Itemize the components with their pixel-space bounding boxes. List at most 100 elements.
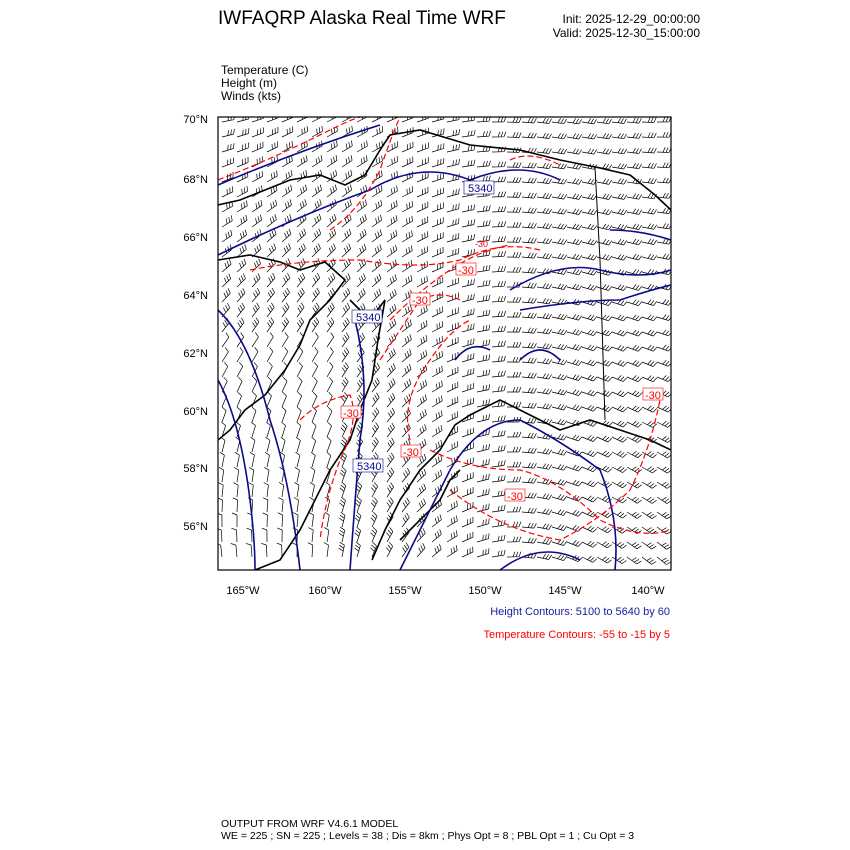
wind-barb xyxy=(386,303,397,318)
wind-barb xyxy=(446,233,460,243)
wind-barb xyxy=(596,193,612,200)
lat-tick: 64°N xyxy=(183,290,208,302)
wind-barb xyxy=(296,347,304,363)
wind-barb xyxy=(266,214,277,228)
wind-barb xyxy=(431,217,444,228)
wind-barb xyxy=(536,253,552,260)
wind-barb xyxy=(611,299,628,307)
wind-barb xyxy=(386,378,396,393)
wind-barb xyxy=(311,347,319,363)
wind-barb xyxy=(340,436,348,453)
wind-barb xyxy=(416,117,429,123)
wind-barb xyxy=(431,499,442,513)
wind-barb xyxy=(656,147,671,153)
wind-barb xyxy=(581,465,598,473)
wind-barb xyxy=(506,252,522,258)
wind-barb xyxy=(386,229,398,243)
wind-barb xyxy=(401,468,411,483)
wind-barb xyxy=(476,339,491,348)
wind-barb xyxy=(446,500,458,513)
wind-barb xyxy=(386,497,394,513)
wind-barb xyxy=(386,452,395,468)
wind-barb xyxy=(507,386,522,393)
wind-barb xyxy=(536,192,552,199)
wind-barb xyxy=(461,338,475,348)
wind-barb xyxy=(416,172,429,183)
wind-barb xyxy=(356,392,364,408)
wind-barb xyxy=(641,268,658,276)
wind-barb xyxy=(249,467,255,483)
wind-barb xyxy=(281,317,289,333)
wind-barb xyxy=(521,132,537,139)
wind-barb xyxy=(476,160,491,168)
wind-barb xyxy=(416,260,428,273)
wind-barb xyxy=(491,131,507,138)
wind-barb xyxy=(476,235,491,243)
wind-barb xyxy=(431,172,445,183)
wind-barb xyxy=(278,497,284,513)
wind-barb xyxy=(386,482,394,498)
wind-barb xyxy=(476,428,490,438)
wind-barb xyxy=(266,170,278,183)
wind-barb xyxy=(551,133,567,140)
wind-barb xyxy=(401,200,413,213)
wind-barb xyxy=(581,208,598,216)
wind-barb xyxy=(596,223,613,231)
wind-barb xyxy=(431,529,442,543)
wind-barb xyxy=(596,390,613,397)
wind-barb xyxy=(581,284,598,291)
wind-barb xyxy=(308,527,314,543)
wind-barb xyxy=(521,267,537,274)
wind-barb xyxy=(641,360,658,367)
field-winds: Winds (kts) xyxy=(221,89,281,103)
wind-barb xyxy=(251,376,258,393)
wind-barb xyxy=(294,467,300,483)
wind-barb xyxy=(566,404,583,412)
wind-barb xyxy=(431,514,442,528)
wind-barb xyxy=(551,163,567,170)
wind-barb xyxy=(536,358,552,365)
temperature-label: -30 xyxy=(458,265,474,277)
wind-barb xyxy=(221,128,235,138)
wind-barb xyxy=(371,392,380,408)
lat-tick: 62°N xyxy=(183,348,208,360)
wind-barb xyxy=(566,268,583,276)
wind-barb xyxy=(248,482,254,498)
wind-barb xyxy=(641,147,657,154)
wind-barb xyxy=(281,376,288,393)
wind-barb xyxy=(262,512,268,528)
wind-barb xyxy=(611,420,628,428)
wind-barb xyxy=(521,342,537,349)
wind-barb xyxy=(401,334,412,348)
height-label: 5340 xyxy=(357,461,381,473)
wind-barb xyxy=(386,512,394,528)
wind-barb xyxy=(491,251,507,258)
wind-barb xyxy=(551,283,567,290)
wind-barb xyxy=(338,511,346,528)
wind-barb xyxy=(626,284,643,291)
wind-barb xyxy=(296,421,302,438)
wind-barb xyxy=(536,373,552,380)
wind-barb xyxy=(596,284,613,291)
wind-barb xyxy=(326,228,337,243)
wind-barb xyxy=(311,362,319,378)
wind-barb xyxy=(551,313,567,320)
lon-tick: 160°W xyxy=(308,585,342,597)
wind-barb xyxy=(311,376,318,393)
wind-barb xyxy=(551,268,567,275)
wind-barb xyxy=(641,481,657,489)
wind-barb xyxy=(221,244,232,258)
wind-barb xyxy=(431,202,444,213)
wind-barb xyxy=(581,118,597,125)
wind-barb xyxy=(311,391,318,408)
wind-barb xyxy=(581,359,598,367)
wind-barb xyxy=(596,465,613,473)
wind-barb xyxy=(521,327,537,334)
wind-barb xyxy=(401,349,412,363)
wind-barb xyxy=(611,541,627,549)
wind-barb xyxy=(236,332,244,348)
wind-barb xyxy=(536,448,552,455)
wind-barb xyxy=(596,254,613,261)
wind-barb xyxy=(326,332,334,348)
wind-barb xyxy=(339,496,346,513)
